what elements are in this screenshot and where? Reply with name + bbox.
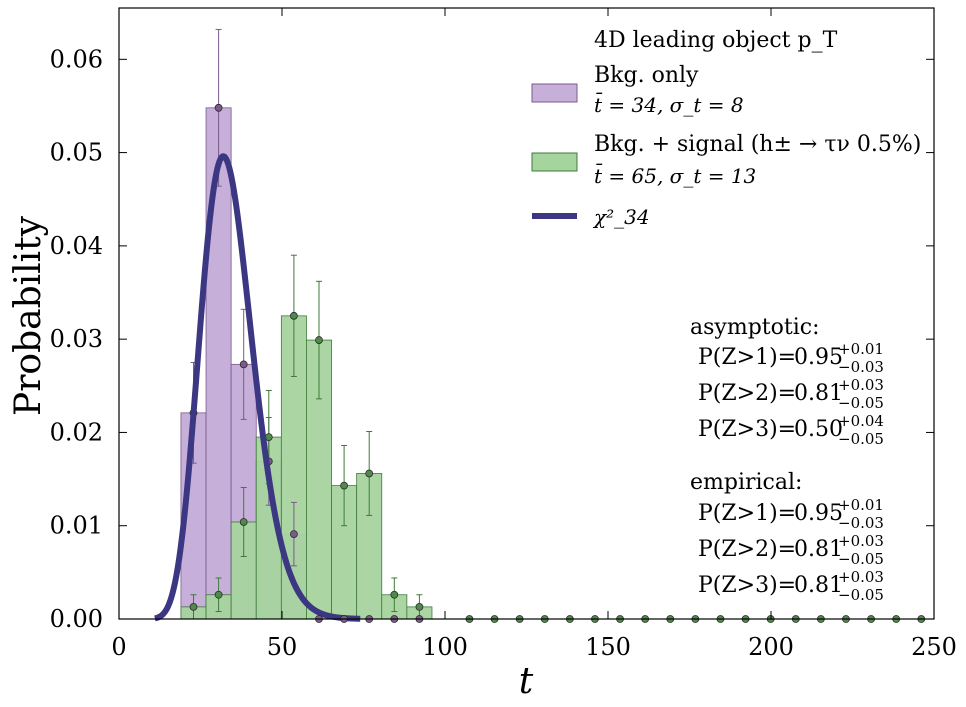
asymptotic-row-sub: −0.03: [838, 358, 884, 376]
empirical-row-sup: +0.03: [838, 568, 884, 586]
chi2-curve-layer: [152, 153, 363, 622]
chi2-curve: [152, 153, 363, 622]
x-axis-label: t: [519, 661, 534, 702]
bkg-only-error-bar: [289, 501, 298, 567]
bkg-signal-point: [189, 602, 198, 611]
asymptotic-row-sup: +0.03: [838, 376, 884, 394]
plot-frame: [118, 7, 935, 620]
legend-stats-bkg-signal: t̄ = 65, σ_t = 13: [594, 163, 756, 188]
y-axis-label: Probability: [8, 215, 49, 416]
bkg-signal-point: [289, 311, 298, 320]
asymptotic-row-sup: +0.01: [838, 340, 884, 358]
asymptotic-row: P(Z>2)=0.81+0.03−0.05: [698, 376, 884, 412]
empirical-row-value: 0.81: [794, 537, 843, 562]
legend-swatch-bkg-only: [531, 83, 578, 103]
empirical-row-text: P(Z>1)=: [698, 501, 796, 526]
y-tick-label: 0.03: [50, 325, 103, 353]
y-tick-label: 0.06: [50, 45, 103, 73]
legend-label-bkg-signal: Bkg. + signal (h± → τν 0.5%): [594, 132, 921, 157]
bkg-signal-point: [365, 469, 374, 478]
empirical-row-value: 0.81: [794, 573, 843, 598]
bkg-signal-point: [390, 590, 399, 599]
annotation-asymptotic: asymptotic: P(Z>1)=0.95+0.01−0.03P(Z>2)=…: [690, 315, 884, 448]
bkg-signal-point: [239, 518, 248, 526]
bkg-signal-error-bar: [289, 254, 298, 377]
asymptotic-row-sup: +0.04: [838, 412, 884, 430]
empirical-row: P(Z>1)=0.95+0.01−0.03: [698, 496, 884, 532]
bkg-signal-error-bar: [239, 486, 248, 558]
annotation-asymptotic-label: asymptotic:: [690, 315, 819, 340]
asymptotic-row-value: 0.95: [794, 345, 843, 370]
x-tick-label: 0: [111, 633, 126, 661]
bkg-signal-error-bar: [315, 280, 323, 400]
x-tick-label: 50: [267, 633, 298, 661]
empirical-row-sup: +0.01: [838, 496, 884, 514]
bkg-signal-point: [315, 336, 323, 344]
bkg-only-error-bar: [239, 308, 248, 420]
empirical-row-sup: +0.03: [838, 532, 884, 550]
empirical-row: P(Z>2)=0.81+0.03−0.05: [698, 532, 884, 568]
x-tick-label: 250: [911, 633, 957, 661]
asymptotic-row: P(Z>1)=0.95+0.01−0.03: [698, 340, 884, 376]
empirical-row-text: P(Z>2)=: [698, 537, 796, 562]
asymptotic-row-value: 0.50: [794, 417, 843, 442]
axis-tick-labels: 0 50 100 150 200 250 0.00 0.01 0.02 0.03 0.04 0.05 0…: [50, 45, 957, 661]
y-tick-label: 0.05: [50, 139, 103, 167]
bkg-signal-error-bar: [390, 577, 399, 613]
bkg-only-point: [239, 360, 248, 369]
legend-stats-bkg-only: t̄ = 34, σ_t = 8: [594, 92, 744, 117]
asymptotic-row-sub: −0.05: [838, 430, 884, 448]
x-tick-label: 100: [422, 633, 468, 661]
y-tick-label: 0.00: [50, 605, 103, 633]
x-tick-label: 150: [585, 633, 631, 661]
y-tick-label: 0.04: [50, 232, 103, 260]
empirical-row-value: 0.95: [794, 501, 843, 526]
bkg-signal-point: [214, 590, 223, 599]
empirical-row: P(Z>3)=0.81+0.03−0.05: [698, 568, 884, 604]
bkg-signal-error-bar: [365, 431, 374, 516]
bkg-signal-point: [415, 602, 424, 611]
empirical-row-sub: −0.03: [838, 514, 884, 532]
bkg-signal-error-bar: [214, 577, 223, 613]
legend-swatch-bkg-signal: [531, 152, 578, 172]
bkg-signal-error-bar: [340, 444, 349, 527]
empirical-row-sub: −0.05: [838, 550, 884, 568]
y-tick-label: 0.01: [50, 512, 103, 540]
y-tick-label: 0.02: [50, 418, 103, 446]
asymptotic-row: P(Z>3)=0.50+0.04−0.05: [698, 412, 884, 448]
bkg-signal-point: [340, 481, 349, 490]
asymptotic-row-text: P(Z>3)=: [698, 417, 796, 442]
legend-label-bkg-only: Bkg. only: [594, 63, 699, 88]
asymptotic-row-text: P(Z>2)=: [698, 381, 796, 406]
legend-title: 4D leading object p_T: [594, 28, 838, 53]
annotation-empirical-label: empirical:: [690, 470, 802, 495]
bkg-only-point: [289, 530, 298, 539]
asymptotic-row-value: 0.81: [794, 381, 843, 406]
legend: 4D leading object p_T Bkg. only t̄ = 34,…: [531, 28, 921, 229]
empirical-row-sub: −0.05: [838, 586, 884, 604]
legend-label-chi2: χ²_34: [592, 205, 650, 229]
x-tick-label: 200: [748, 633, 794, 661]
axis-ticks: [118, 8, 935, 620]
annotation-empirical: empirical: P(Z>1)=0.95+0.01−0.03P(Z>2)=0…: [690, 470, 884, 604]
bkg-only-point: [214, 103, 223, 112]
asymptotic-row-text: P(Z>1)=: [698, 345, 796, 370]
empirical-row-text: P(Z>3)=: [698, 573, 796, 598]
asymptotic-row-sub: −0.05: [838, 394, 884, 412]
